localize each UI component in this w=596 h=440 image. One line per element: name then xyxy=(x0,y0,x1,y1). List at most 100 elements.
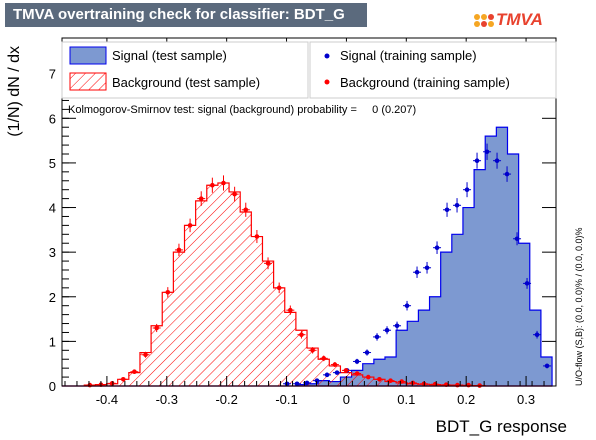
signal-training-point xyxy=(424,265,430,271)
tmva-logo: TMVA xyxy=(472,9,552,31)
plot-frame xyxy=(61,37,557,387)
background-training-point xyxy=(198,196,204,201)
logo-dots-icon xyxy=(474,14,494,27)
signal-training-point xyxy=(364,350,370,355)
logo-dot xyxy=(474,21,480,27)
logo-dot xyxy=(481,14,487,20)
signal-training-point xyxy=(294,381,300,387)
background-training-point xyxy=(265,261,271,266)
signal-training-point xyxy=(394,323,400,329)
y-tick-label: 4 xyxy=(49,201,56,216)
x-tick-label: -0.2 xyxy=(215,392,237,407)
signal-training-point xyxy=(374,334,380,340)
signal-training-point xyxy=(474,158,480,163)
y-tick-label: 3 xyxy=(49,245,56,260)
x-tick-label: 0.3 xyxy=(517,392,535,407)
signal-training-point xyxy=(304,380,310,386)
logo-text: TMVA xyxy=(496,9,543,31)
background-training-point xyxy=(232,191,237,197)
y-tick-label: 5 xyxy=(49,156,56,171)
y-tick-label: 2 xyxy=(49,290,56,305)
background-training-point xyxy=(243,207,249,213)
background-training-point xyxy=(120,377,126,382)
logo-letter: T xyxy=(496,10,507,29)
legend-signal-training-marker xyxy=(324,53,330,59)
background-training-point xyxy=(388,378,393,383)
x-tick-label: 0 xyxy=(343,392,350,407)
logo-dot xyxy=(481,21,487,27)
background-training-point xyxy=(354,371,360,376)
background-test-histogram xyxy=(62,182,553,387)
legend-background-test-swatch xyxy=(69,72,107,91)
signal-training-point xyxy=(504,171,510,177)
x-tick-label: -0.3 xyxy=(156,392,178,407)
background-training-point xyxy=(187,223,193,228)
signal-training-point xyxy=(384,327,390,333)
background-training-point xyxy=(210,182,215,188)
x-tick-label: 0.1 xyxy=(397,392,415,407)
background-training-point xyxy=(276,285,282,291)
background-training-point xyxy=(87,382,93,388)
logo-dot xyxy=(474,14,480,20)
x-tick-label: -0.1 xyxy=(275,392,297,407)
overflow-note: U/O-flow (S,B): (0.0, 0.0)% / (0.0, 0.0)… xyxy=(574,227,584,386)
background-training-point xyxy=(143,352,148,358)
background-training-point xyxy=(132,369,137,375)
signal-training-point xyxy=(484,149,490,155)
signal-training-point xyxy=(444,207,450,213)
signal-training-point xyxy=(454,203,460,208)
y-tick-label: 1 xyxy=(49,334,56,349)
background-training-point xyxy=(310,348,315,353)
legend-background-training-marker xyxy=(324,79,330,85)
logo-dot xyxy=(488,21,494,27)
signal-training-point xyxy=(414,269,420,275)
signal-training-point xyxy=(314,378,320,383)
legend: Signal (test sample) Background (test sam… xyxy=(61,41,557,99)
logo-dot xyxy=(488,14,494,20)
background-training-point xyxy=(343,368,349,373)
x-axis-label: BDT_G response xyxy=(436,417,567,436)
signal-training-point xyxy=(494,158,500,163)
signal-training-point xyxy=(534,332,540,337)
legend-background-test-label: Background (test sample) xyxy=(112,75,260,90)
signal-training-point xyxy=(544,363,550,369)
background-training-point xyxy=(221,180,226,186)
plot-area: -0.4 -0.3 -0.2 -0.1 0 0.1 0.2 0.3 0 1 2 3 4 5 6 7 xyxy=(49,37,557,407)
logo-rest: MVA xyxy=(506,10,543,29)
y-tick-label: 7 xyxy=(49,67,56,82)
legend-signal-test-label: Signal (test sample) xyxy=(112,48,227,63)
background-training-point xyxy=(377,377,382,382)
signal-training-point xyxy=(354,359,360,364)
background-training-point xyxy=(288,307,293,313)
legend-box-right xyxy=(309,41,557,99)
y-axis-label: (1/N) dN / dx xyxy=(6,46,23,137)
x-tick-label: 0.2 xyxy=(457,392,475,407)
background-training-point xyxy=(321,356,327,361)
x-tick-label: -0.4 xyxy=(96,392,118,407)
signal-training-point xyxy=(434,245,440,250)
chart-title: TMVA overtraining check for classifier: … xyxy=(5,3,367,27)
background-training-point xyxy=(254,234,260,239)
background-training-point xyxy=(176,247,182,253)
y-tick-label: 6 xyxy=(49,111,56,126)
background-training-point xyxy=(365,374,371,380)
background-training-point xyxy=(109,381,115,386)
background-training-point xyxy=(332,362,338,367)
legend-signal-test-swatch xyxy=(69,46,107,65)
background-training-point xyxy=(466,382,471,388)
background-training-point xyxy=(410,380,416,386)
ks-test-annotation: Kolmogorov-Smirnov test: signal (backgro… xyxy=(68,104,416,116)
signal-training-point xyxy=(524,281,530,286)
background-training-point xyxy=(154,325,159,331)
y-tick-label: 0 xyxy=(49,379,56,394)
background-training-point xyxy=(455,382,460,388)
legend-background-training-label: Background (training sample) xyxy=(340,75,510,90)
legend-signal-training-label: Signal (training sample) xyxy=(340,48,477,63)
background-training-point xyxy=(165,290,171,295)
signal-training-point xyxy=(334,370,340,375)
signal-training-point xyxy=(514,236,520,242)
signal-training-point xyxy=(324,372,330,378)
background-training-point xyxy=(299,332,304,337)
signal-training-point xyxy=(464,187,470,192)
